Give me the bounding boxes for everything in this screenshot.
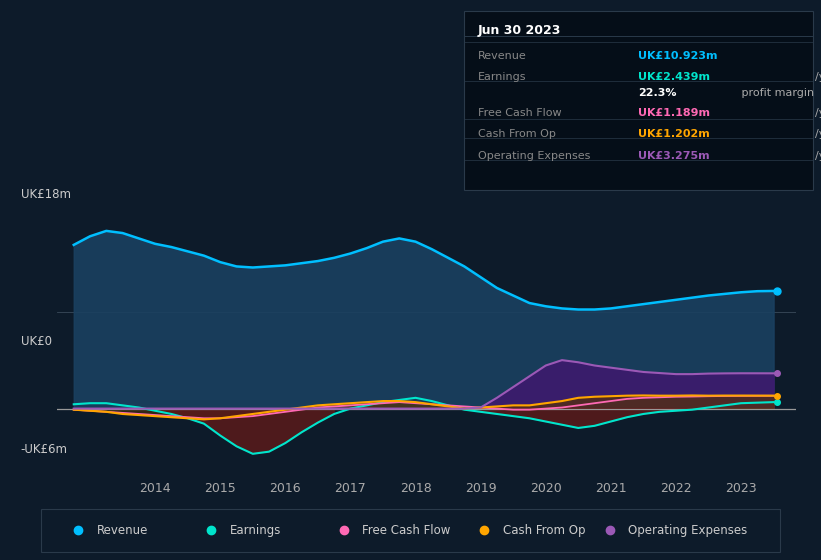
FancyBboxPatch shape: [41, 509, 780, 552]
Text: Operating Expenses: Operating Expenses: [478, 151, 590, 161]
Text: /yr: /yr: [814, 151, 821, 161]
Text: UK£1.202m: UK£1.202m: [639, 129, 710, 139]
Text: Cash From Op: Cash From Op: [478, 129, 556, 139]
Text: UK£10.923m: UK£10.923m: [639, 50, 718, 60]
Text: UK£3.275m: UK£3.275m: [639, 151, 710, 161]
Text: Jun 30 2023: Jun 30 2023: [478, 24, 562, 37]
Text: -UK£6m: -UK£6m: [21, 444, 67, 456]
Text: Free Cash Flow: Free Cash Flow: [363, 524, 451, 537]
Text: Revenue: Revenue: [97, 524, 148, 537]
Text: /yr: /yr: [814, 108, 821, 118]
Text: UK£1.189m: UK£1.189m: [639, 108, 710, 118]
Text: Cash From Op: Cash From Op: [502, 524, 585, 537]
Text: UK£18m: UK£18m: [21, 188, 71, 200]
Text: Revenue: Revenue: [478, 50, 526, 60]
Text: /yr: /yr: [814, 129, 821, 139]
Text: profit margin: profit margin: [738, 88, 814, 98]
Text: Free Cash Flow: Free Cash Flow: [478, 108, 562, 118]
Text: UK£2.439m: UK£2.439m: [639, 72, 710, 82]
Text: Earnings: Earnings: [478, 72, 526, 82]
FancyBboxPatch shape: [464, 11, 813, 190]
Text: Operating Expenses: Operating Expenses: [629, 524, 748, 537]
Text: /yr: /yr: [814, 72, 821, 82]
Text: 22.3%: 22.3%: [639, 88, 677, 98]
Text: Earnings: Earnings: [230, 524, 281, 537]
Text: UK£0: UK£0: [21, 335, 52, 348]
